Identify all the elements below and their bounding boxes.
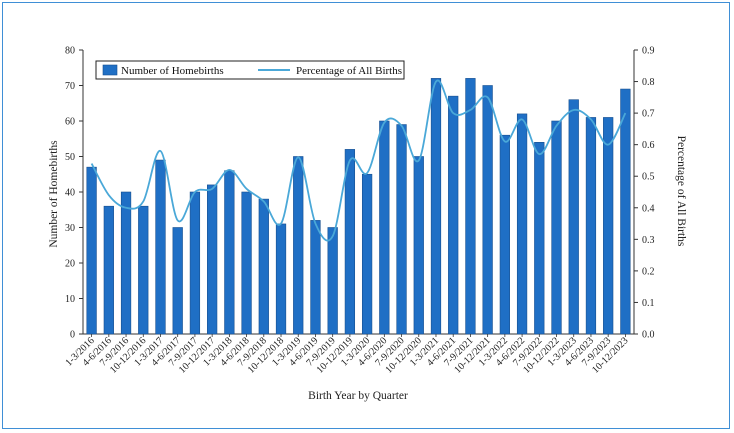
bar-4-6-2020 (379, 120, 390, 335)
y-tick-label: 0 (70, 330, 75, 341)
y2-tick-label: 0.3 (642, 235, 655, 246)
y-tick-label: 10 (65, 294, 75, 305)
y2-tick-label: 0.5 (642, 172, 655, 183)
bar-10-12-2021 (482, 85, 493, 335)
y2-tick-label: 0.8 (642, 77, 655, 88)
y-tick-label: 50 (65, 152, 75, 163)
bar-1-3-2023 (568, 99, 579, 335)
bar-1-3-2021 (430, 78, 442, 335)
legend-swatch-bar (102, 64, 118, 76)
bar-7-9-2020 (396, 124, 407, 335)
bar-4-6-2016 (103, 205, 114, 335)
y-tick-label: 80 (65, 46, 75, 57)
bar-10-12-2023 (620, 88, 631, 335)
bar-1-3-2016 (86, 166, 97, 335)
bar-7-9-2017 (189, 191, 201, 335)
bar-1-3-2019 (293, 156, 304, 335)
bar-7-9-2019 (327, 227, 338, 335)
y2-tick-label: 0.2 (642, 266, 655, 277)
legend-label-homebirths: Number of Homebirths (121, 65, 224, 77)
bar-4-6-2022 (516, 113, 528, 335)
y2-tick-label: 0.1 (642, 298, 655, 309)
bar-7-9-2021 (465, 78, 476, 335)
y2-axis-title: Percentage of All Births (675, 136, 687, 247)
bar-4-6-2021 (448, 95, 459, 335)
bar-7-9-2023 (603, 117, 614, 335)
legend-box (95, 60, 405, 80)
bar-7-9-2016 (120, 191, 132, 335)
y-tick-label: 20 (65, 259, 75, 270)
y-tick-label: 60 (65, 117, 75, 128)
bar-10-12-2019 (344, 149, 356, 335)
bar-4-6-2023 (585, 117, 597, 335)
y-axis-title: Number of Homebirths (48, 140, 60, 248)
bar-10-12-2016 (138, 205, 149, 335)
bar-1-3-2018 (224, 170, 235, 335)
bar-1-3-2022 (499, 134, 510, 335)
bar-10-12-2017 (207, 184, 218, 335)
bar-7-9-2018 (258, 198, 269, 335)
bar-10-12-2022 (551, 120, 562, 335)
x-axis-title: Birth Year by Quarter (308, 390, 408, 402)
percentage-line (90, 79, 627, 242)
bar-10-12-2020 (413, 156, 424, 335)
bar-4-6-2018 (241, 191, 252, 335)
y-tick-label: 70 (65, 81, 75, 92)
bar-1-3-2020 (361, 173, 373, 335)
bar-4-6-2017 (172, 227, 183, 335)
y2-tick-label: 0.7 (642, 109, 655, 120)
legend: Number of Homebirths Percentage of All B… (95, 60, 405, 80)
y-tick-label: 40 (65, 188, 75, 199)
bar-7-9-2022 (534, 142, 545, 335)
bar-10-12-2018 (275, 223, 287, 335)
y2-tick-label: 0.0 (642, 330, 655, 341)
legend-label-percentage: Percentage of All Births (296, 65, 402, 77)
bar-4-6-2019 (310, 220, 321, 335)
y2-tick-label: 0.4 (642, 203, 655, 214)
bar-1-3-2017 (155, 159, 166, 335)
y2-tick-label: 0.6 (642, 140, 655, 151)
y2-tick-label: 0.9 (642, 46, 655, 57)
y-tick-label: 30 (65, 223, 75, 234)
